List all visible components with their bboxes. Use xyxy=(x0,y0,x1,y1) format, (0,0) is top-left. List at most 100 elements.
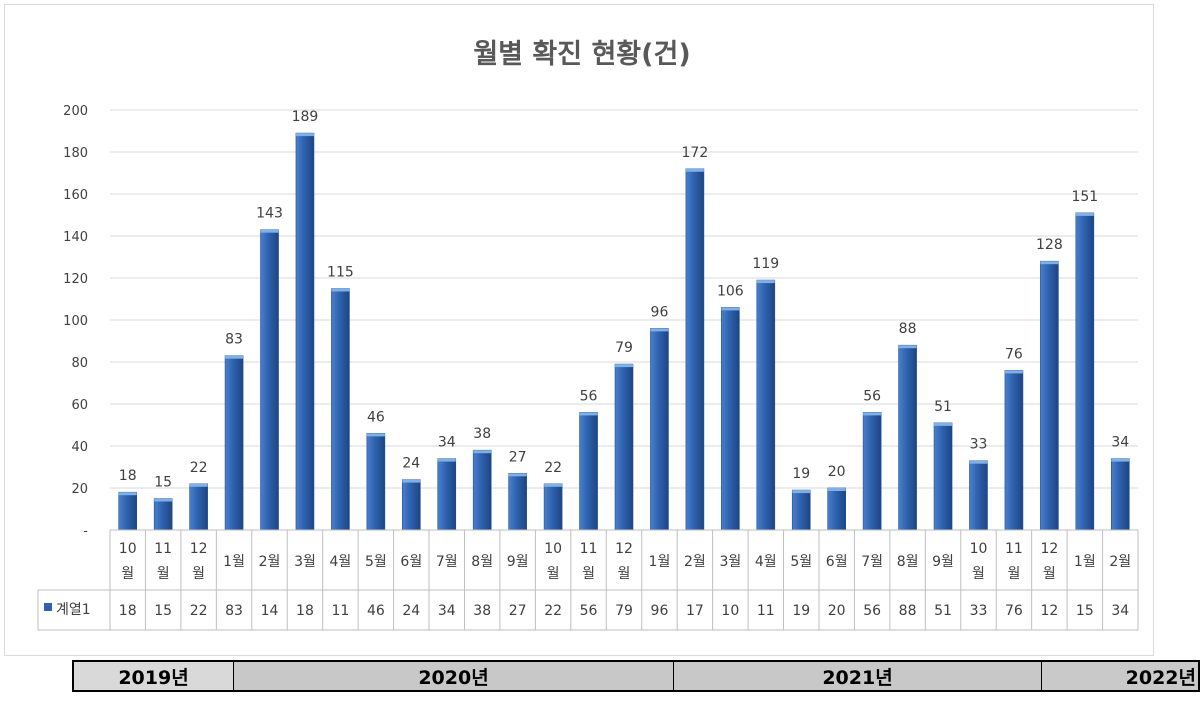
bar xyxy=(153,498,173,531)
table-value: 51 xyxy=(934,603,952,619)
table-value: 96 xyxy=(651,603,669,619)
y-tick-label: 160 xyxy=(63,188,88,203)
bar xyxy=(402,479,421,531)
table-value: 22 xyxy=(544,603,562,619)
x-tick-label: 월 xyxy=(1007,566,1020,582)
data-label: 128 xyxy=(1036,237,1063,253)
bar xyxy=(543,483,563,531)
table-value: 56 xyxy=(863,603,881,619)
table-value: 10 xyxy=(721,603,739,619)
bar xyxy=(685,168,705,531)
x-tick-label: 8월 xyxy=(471,554,493,570)
x-tick-label: 7월 xyxy=(861,554,883,570)
bar xyxy=(827,487,846,531)
x-tick-label: 1월 xyxy=(1074,554,1096,570)
bar xyxy=(862,412,882,531)
bar-top xyxy=(189,483,208,487)
bar xyxy=(366,433,386,531)
data-label: 34 xyxy=(1111,435,1129,451)
data-labels: 18 15 22 83 143 189 115 46 24 34 38 27 22 56 79 96 172 10… xyxy=(119,109,1129,490)
bar-top xyxy=(1075,212,1094,216)
table-value: 33 xyxy=(970,603,988,619)
data-label: 19 xyxy=(792,466,810,482)
data-label: 88 xyxy=(899,321,917,337)
bar xyxy=(1075,212,1095,531)
year-segment: 2019년 xyxy=(74,662,234,690)
y-tick-label: 60 xyxy=(71,398,88,413)
bar xyxy=(295,132,315,531)
bar-top xyxy=(544,483,563,487)
bar xyxy=(650,328,669,531)
data-label: 106 xyxy=(717,283,744,299)
bar-top xyxy=(898,345,917,349)
data-table: 10 월 11 월 12 월 1월 2월 3월 4월 5월 6월 7월 8월 9월 10 월 11 월 12 월 1월 2월… xyxy=(37,529,1139,631)
data-label: 79 xyxy=(615,340,633,356)
x-tick-label: 8월 xyxy=(897,554,919,570)
bar xyxy=(1004,370,1024,531)
data-label: 51 xyxy=(934,399,952,415)
x-tick-label: 3월 xyxy=(294,554,316,570)
x-tick-label: 월 xyxy=(121,566,134,582)
bar-top xyxy=(260,229,279,233)
x-tick-label: 월 xyxy=(157,566,170,582)
table-value: 79 xyxy=(615,603,633,619)
x-tick-label: 6월 xyxy=(826,554,848,570)
bar-top xyxy=(792,490,811,494)
bar-top xyxy=(969,460,988,464)
bar-top xyxy=(295,133,314,137)
data-label: 46 xyxy=(367,409,385,425)
year-segment: 2022년 xyxy=(1125,666,1196,689)
table-value: 12 xyxy=(1040,603,1058,619)
bar xyxy=(579,412,598,531)
table-value: 15 xyxy=(1076,603,1094,619)
x-tick-label: 3월 xyxy=(719,554,741,570)
table-value: 27 xyxy=(509,603,527,619)
data-label: 18 xyxy=(119,468,137,484)
y-tick-label: 180 xyxy=(63,146,88,161)
x-tick-label: 월 xyxy=(972,566,985,582)
table-value: 22 xyxy=(190,603,208,619)
x-tick-label: 1월 xyxy=(223,554,245,570)
table-value: 18 xyxy=(296,603,314,619)
data-label: 24 xyxy=(402,456,420,472)
x-tick-label: 5월 xyxy=(790,554,812,570)
table-value: 88 xyxy=(899,603,917,619)
bar xyxy=(756,279,776,531)
y-tick-label: 200 xyxy=(63,104,88,119)
year-bar: 2019년 2020년 2021년 2022년 xyxy=(72,660,1200,692)
data-label: 76 xyxy=(1005,346,1023,362)
bar-top xyxy=(154,498,173,502)
data-label: 151 xyxy=(1071,189,1098,205)
y-tick-label: 140 xyxy=(63,230,88,245)
y-tick-label: - xyxy=(83,524,88,539)
y-axis: - 20 40 60 80 100 120 140 160 180 200 xyxy=(63,104,88,539)
x-tick-label: 1월 xyxy=(649,554,671,570)
x-tick-label: 2월 xyxy=(1109,554,1131,570)
chart-frame xyxy=(4,4,1154,656)
bar xyxy=(791,489,811,531)
data-label: 143 xyxy=(256,206,283,222)
table-value: 18 xyxy=(119,603,137,619)
x-tick-label: 월 xyxy=(547,566,560,582)
data-label: 189 xyxy=(292,109,319,125)
year-segment: 2020년 xyxy=(234,662,674,690)
data-label: 56 xyxy=(580,388,598,404)
bar-top xyxy=(225,355,244,359)
x-tick-label: 9월 xyxy=(932,554,954,570)
bar-top xyxy=(756,280,775,284)
table-value: 56 xyxy=(580,603,598,619)
table-value: 11 xyxy=(331,603,349,619)
data-label: 115 xyxy=(327,265,354,281)
gridlines xyxy=(110,109,1138,489)
data-label: 56 xyxy=(863,388,881,404)
data-label: 22 xyxy=(190,460,208,476)
bar xyxy=(969,460,988,531)
bar-top xyxy=(827,488,846,491)
bar-top xyxy=(934,422,953,426)
bar-top xyxy=(721,307,740,311)
bar xyxy=(224,355,244,531)
x-tick-label: 9월 xyxy=(507,554,529,570)
table-value: 11 xyxy=(757,603,775,619)
bar xyxy=(189,483,208,531)
bar-top xyxy=(508,473,527,477)
